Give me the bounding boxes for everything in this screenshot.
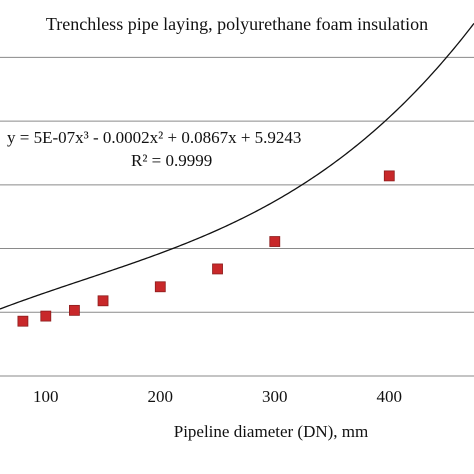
x-axis-title: Pipeline diameter (DN), mm — [174, 422, 369, 441]
grid-lines — [0, 56, 474, 313]
trend-line — [0, 22, 474, 310]
data-point-400 — [383, 170, 395, 182]
data-point-250 — [212, 263, 223, 275]
trendline-equation: y = 5E-07x³ - 0.0002x² + 0.0867x + 5.924… — [7, 128, 301, 147]
x-tick-labels: 100 200 300 400 — [33, 387, 402, 406]
data-point-300 — [269, 236, 281, 247]
x-tick-label-100: 100 — [33, 387, 59, 406]
data-point-80 — [17, 315, 29, 327]
chart-title: Trenchless pipe laying, polyurethane foa… — [46, 14, 428, 34]
data-point-100 — [40, 310, 52, 322]
data-point-150 — [97, 295, 109, 307]
data-point-200 — [154, 281, 166, 293]
data-points — [17, 170, 395, 327]
x-tick-label-400: 400 — [377, 387, 403, 406]
data-point-125 — [69, 304, 80, 316]
trendline-r-squared: R² = 0.9999 — [131, 151, 212, 170]
x-tick-label-300: 300 — [262, 387, 288, 406]
x-tick-label-200: 200 — [148, 387, 174, 406]
